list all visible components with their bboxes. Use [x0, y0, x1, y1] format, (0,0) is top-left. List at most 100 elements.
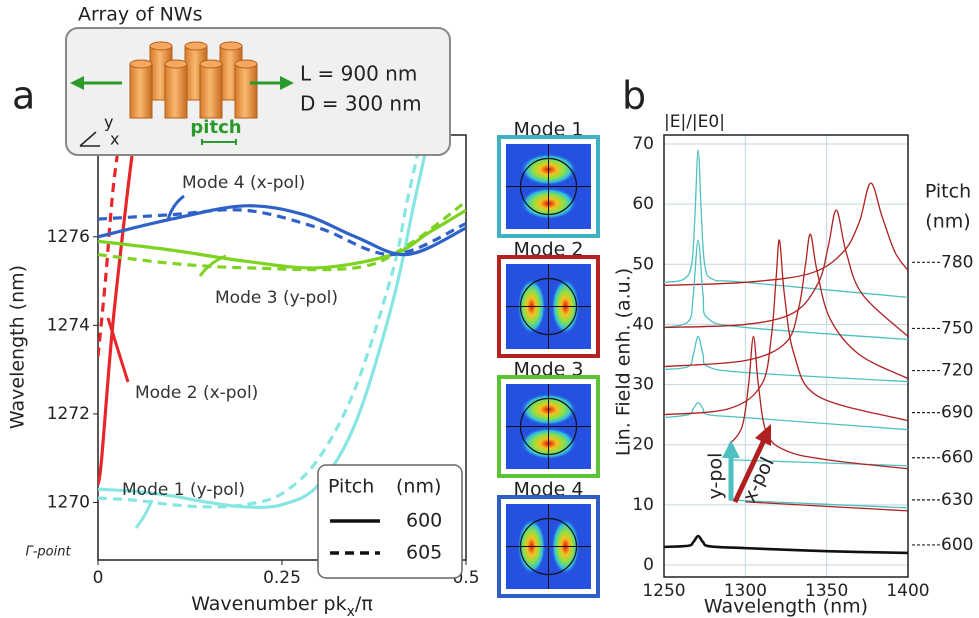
x-axis-label: Wavenumber pkx/π [191, 593, 373, 618]
x-axis-label-part: /π [355, 593, 373, 615]
crosshair [506, 384, 591, 469]
x-tick-label: 1400 [886, 581, 929, 601]
panel-label: a [12, 74, 35, 118]
pitch-title: Pitch [925, 181, 971, 203]
legend-title: Pitch [328, 476, 374, 498]
legend-label: 600 [406, 510, 442, 532]
spectrum [664, 233, 908, 380]
panel-label: b [622, 74, 646, 118]
nanowire-top [184, 41, 208, 51]
pitch-value: 690 [941, 403, 973, 423]
spectrum [664, 534, 908, 555]
spectrum [745, 501, 908, 512]
nanowire-top [234, 59, 258, 69]
x-axis-label-part: Wavenumber pk [191, 593, 346, 615]
diameter-label: D = 300 nm [300, 92, 422, 116]
crosshair [506, 264, 591, 349]
x-axis-label: Wavelength (nm) [704, 596, 868, 618]
spectrum [664, 401, 908, 431]
nanowire [234, 63, 258, 119]
curves [664, 149, 908, 555]
y-tick-label: 1276 [47, 227, 90, 247]
pitch-value: 660 [941, 448, 973, 468]
inset: Array of NWs L = 900 nm D = 300 nm pitch… [65, 4, 451, 156]
mode-annotation: Mode 4 (x-pol) [182, 173, 305, 193]
nanowire [164, 63, 188, 119]
pitch-unit: (nm) [925, 211, 970, 233]
axis-y: y [104, 113, 113, 132]
y-tick-label: 20 [632, 435, 654, 455]
pitch-value: 600 [941, 535, 973, 555]
spectrum [728, 335, 908, 470]
spectrum [664, 149, 908, 299]
legend-box [317, 464, 463, 579]
mode-annotation: Mode 1 (y-pol) [122, 480, 245, 500]
crosshair [506, 144, 591, 229]
pol-arrowhead [722, 440, 740, 458]
panel-b: b |E|/|E0| 1250 1300 1350 1400 0 10 20 30 40 50 60 70… [613, 74, 974, 618]
y-axis-label: Wavelength (nm) [7, 265, 29, 429]
y-tick-label: 50 [632, 254, 654, 274]
origin-label: Γ-point [25, 545, 71, 560]
spectrum [729, 459, 908, 467]
spectrum [664, 209, 908, 337]
x-axis-label-part: x [347, 604, 355, 618]
spectrum [664, 239, 908, 341]
arrowhead [70, 76, 84, 90]
curve [98, 208, 466, 270]
y-tick-label: 0 [643, 555, 654, 575]
y-tick-label: 1270 [47, 492, 90, 512]
nanowire-top [219, 41, 243, 51]
nanowire-top [199, 59, 223, 69]
y-tick-label: 1274 [47, 315, 90, 335]
spectrum [729, 499, 908, 509]
y-tick-label: 1272 [47, 404, 90, 424]
curve [98, 135, 122, 357]
pitch-bracket [201, 139, 237, 145]
pitch-value: 630 [941, 490, 973, 510]
nanowire-top [149, 41, 173, 51]
plot-frame [663, 134, 909, 578]
axes-icon [79, 131, 100, 147]
annotation-arrow [166, 194, 185, 221]
legend-unit: (nm) [396, 476, 441, 498]
nanowire [129, 63, 153, 119]
nanowire-top [164, 59, 188, 69]
mode-annotation: Mode 3 (y-pol) [215, 288, 338, 308]
pol-arrow [732, 438, 767, 504]
x-tick-label: 1300 [724, 581, 767, 601]
legend-label: 605 [406, 542, 442, 564]
y-tick-label: 10 [632, 495, 654, 515]
pitch-value: 720 [941, 361, 973, 381]
axis-x: x [110, 130, 119, 149]
y-tick-label: 60 [632, 194, 654, 214]
nanowires [129, 41, 258, 119]
y-tick-label: 70 [632, 134, 654, 154]
x-tick-label: 1350 [805, 581, 848, 601]
arrowhead [280, 76, 294, 90]
y-axis-label: Lin. Field enh. (a.u.) [613, 268, 635, 456]
annotation-arrow [134, 499, 154, 529]
mode-annotation: Mode 2 (x-pol) [135, 383, 258, 403]
pitch-value: 750 [941, 318, 973, 338]
x-tick-label: 0.25 [263, 568, 301, 588]
y-tick-label: 30 [632, 375, 654, 395]
y-tick-label: 40 [632, 314, 654, 334]
x-tick-label: 1250 [642, 581, 685, 601]
spectrum [664, 182, 908, 286]
curve [98, 204, 466, 257]
crosshair [506, 504, 591, 589]
nanowire [199, 63, 223, 119]
x-tick-label: 0 [93, 568, 104, 588]
pol-arrowhead [755, 424, 771, 446]
nanowire-top [129, 59, 153, 69]
inset-title: Array of NWs [78, 4, 202, 26]
panel-a: a0 0.25 0.51270127212741276Γ-pointWaveleng… [7, 74, 480, 618]
annotation-arrow [198, 254, 227, 277]
curves [98, 135, 466, 509]
curve [98, 135, 137, 486]
curve [98, 135, 424, 509]
pitch-label: pitch [190, 117, 241, 138]
